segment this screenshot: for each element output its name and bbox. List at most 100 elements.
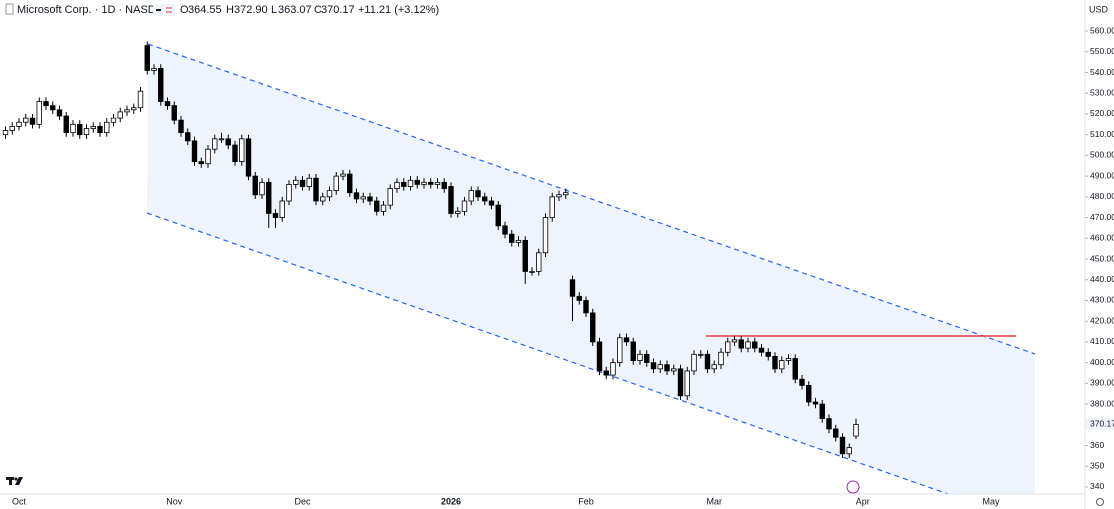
candle-body xyxy=(718,351,724,366)
candle-body xyxy=(239,138,245,163)
ohlc-label: H xyxy=(226,4,234,16)
y-tick-label: 420.00 xyxy=(1090,315,1114,325)
x-tick-label: Feb xyxy=(578,496,594,506)
candle-body xyxy=(792,358,798,380)
ohlc-value: 363.07 xyxy=(278,4,312,16)
price-marker-label: 370.17 xyxy=(1090,419,1114,429)
candle-body xyxy=(110,117,117,123)
candle-body xyxy=(563,192,569,196)
candle-body xyxy=(603,370,609,376)
candle-body xyxy=(455,210,461,214)
icon xyxy=(5,3,14,15)
candle-body xyxy=(779,360,785,370)
candle-body xyxy=(468,190,474,202)
symbol-title: Microsoft Corp. · 1D · NASDAQ xyxy=(17,4,172,16)
candle-body xyxy=(502,225,508,235)
candle-body xyxy=(320,196,326,202)
candle-body xyxy=(650,362,657,370)
candle-body xyxy=(171,105,177,121)
candle-body xyxy=(63,115,69,134)
candle-body xyxy=(488,200,495,206)
candle-body xyxy=(839,436,846,455)
candle-body xyxy=(347,173,353,194)
candle-body xyxy=(2,130,9,136)
logo-part xyxy=(14,477,18,481)
y-tick-label: 430.00 xyxy=(1090,295,1114,305)
candle-body xyxy=(117,111,123,119)
candle-body xyxy=(475,190,481,198)
candle-body xyxy=(387,188,393,206)
y-tick-label: 440.00 xyxy=(1090,274,1114,284)
y-tick-label: 470.00 xyxy=(1090,212,1114,222)
settings-icon[interactable] xyxy=(1096,498,1104,506)
candle-body xyxy=(495,204,501,227)
candle-body xyxy=(482,196,488,202)
y-tick-label: 350 xyxy=(1090,460,1104,470)
candle-body xyxy=(23,117,29,123)
candle-body xyxy=(799,378,805,386)
candle-body xyxy=(407,179,414,187)
candle-body xyxy=(671,368,677,372)
x-tick-label: 2026 xyxy=(441,496,461,506)
candle-body xyxy=(353,192,360,200)
x-tick-label: Nov xyxy=(166,496,183,506)
candle-body xyxy=(644,353,650,364)
ohlc-label: O xyxy=(180,4,189,16)
y-tick-label: 510.00 xyxy=(1090,129,1114,139)
candle-body xyxy=(421,181,427,185)
candle-body xyxy=(77,123,83,136)
candle-body xyxy=(252,175,258,196)
event-icon[interactable] xyxy=(846,480,860,494)
candle-body xyxy=(819,403,825,419)
candle-body xyxy=(144,45,150,71)
logo-part xyxy=(15,477,23,485)
channel-upper xyxy=(147,43,1036,355)
candle-body xyxy=(509,233,515,243)
candle-body xyxy=(16,121,22,127)
candle-body xyxy=(630,341,636,361)
candle-body xyxy=(232,144,238,163)
candle-body xyxy=(833,428,839,438)
candle-body xyxy=(590,312,596,343)
y-tick-label: 460.00 xyxy=(1090,233,1114,243)
candle-body xyxy=(704,353,711,370)
candle-body xyxy=(569,279,576,297)
candle-body xyxy=(515,239,522,243)
candle-body xyxy=(259,181,265,196)
candle-body xyxy=(677,368,684,397)
toggle[interactable] xyxy=(153,4,175,16)
currency[interactable]: USD xyxy=(1089,4,1109,14)
candle-body xyxy=(853,424,859,437)
candle-body xyxy=(826,418,832,430)
candle-body xyxy=(812,401,819,405)
candle-body xyxy=(205,148,211,165)
candle-body xyxy=(266,181,272,214)
candle-body xyxy=(772,356,778,370)
candle-body xyxy=(43,101,49,107)
candle-body xyxy=(326,190,333,198)
candle-body xyxy=(380,204,387,212)
candle-body xyxy=(212,138,218,150)
candle-body xyxy=(50,105,56,111)
candle-body xyxy=(522,239,528,272)
candle-body xyxy=(124,109,130,113)
candle-body xyxy=(637,353,643,361)
candle-body xyxy=(846,447,852,455)
candle-body xyxy=(29,117,36,125)
candle-body xyxy=(785,358,792,361)
candle-body xyxy=(698,353,704,356)
candle-body xyxy=(441,181,447,189)
candle-body xyxy=(542,217,549,254)
y-tick-label: 540.00 xyxy=(1090,67,1114,77)
candle-body xyxy=(806,385,812,403)
candle-body xyxy=(711,364,717,370)
candle-body xyxy=(596,341,603,372)
candle-body xyxy=(90,126,96,129)
x-tick-label: Oct xyxy=(12,496,27,506)
y-tick-label: 390.00 xyxy=(1090,378,1114,388)
candle-body xyxy=(401,181,407,187)
y-tick-label: 490.00 xyxy=(1090,170,1114,180)
candle-body xyxy=(299,179,306,187)
candle-body xyxy=(529,271,535,273)
